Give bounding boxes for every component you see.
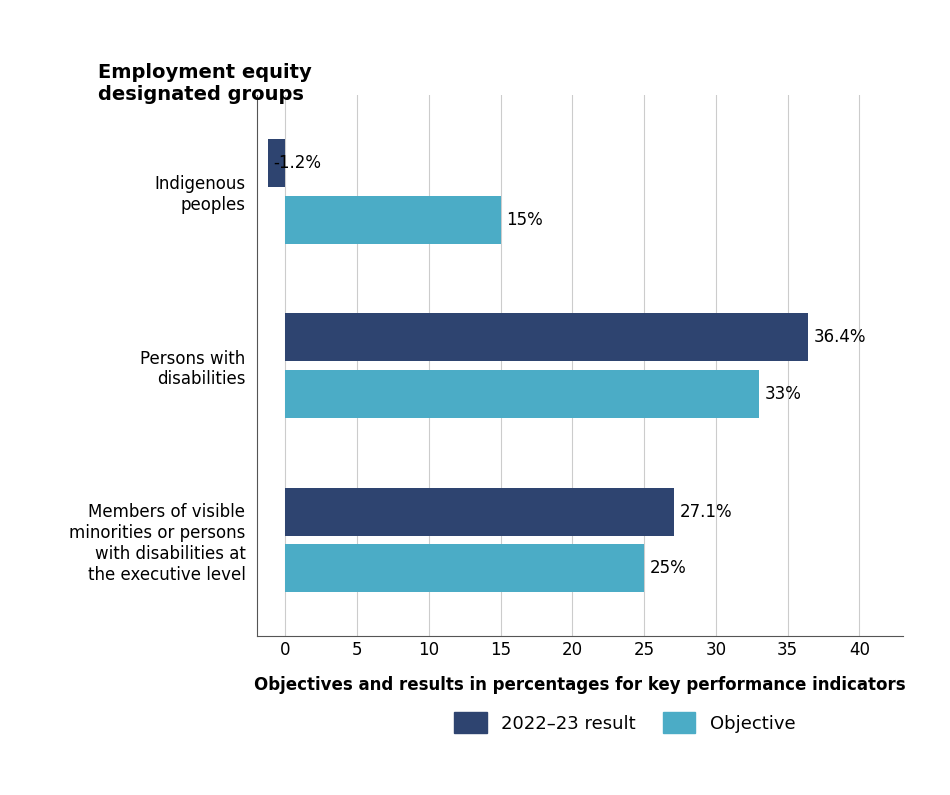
Text: -1.2%: -1.2% — [274, 154, 322, 172]
Bar — [285, 488, 674, 536]
Bar — [268, 139, 285, 187]
Text: 25%: 25% — [650, 560, 687, 577]
Text: 33%: 33% — [765, 385, 802, 403]
Bar — [285, 196, 501, 243]
Bar — [285, 370, 759, 418]
Text: Employment equity
designated groups: Employment equity designated groups — [98, 63, 312, 104]
Text: 15%: 15% — [506, 211, 543, 229]
Legend: 2022–23 result, Objective: 2022–23 result, Objective — [446, 705, 803, 740]
Text: 36.4%: 36.4% — [813, 328, 866, 347]
Bar — [285, 545, 644, 592]
X-axis label: Objectives and results in percentages for key performance indicators: Objectives and results in percentages fo… — [254, 676, 905, 693]
Bar — [285, 313, 808, 362]
Text: 27.1%: 27.1% — [680, 502, 732, 521]
